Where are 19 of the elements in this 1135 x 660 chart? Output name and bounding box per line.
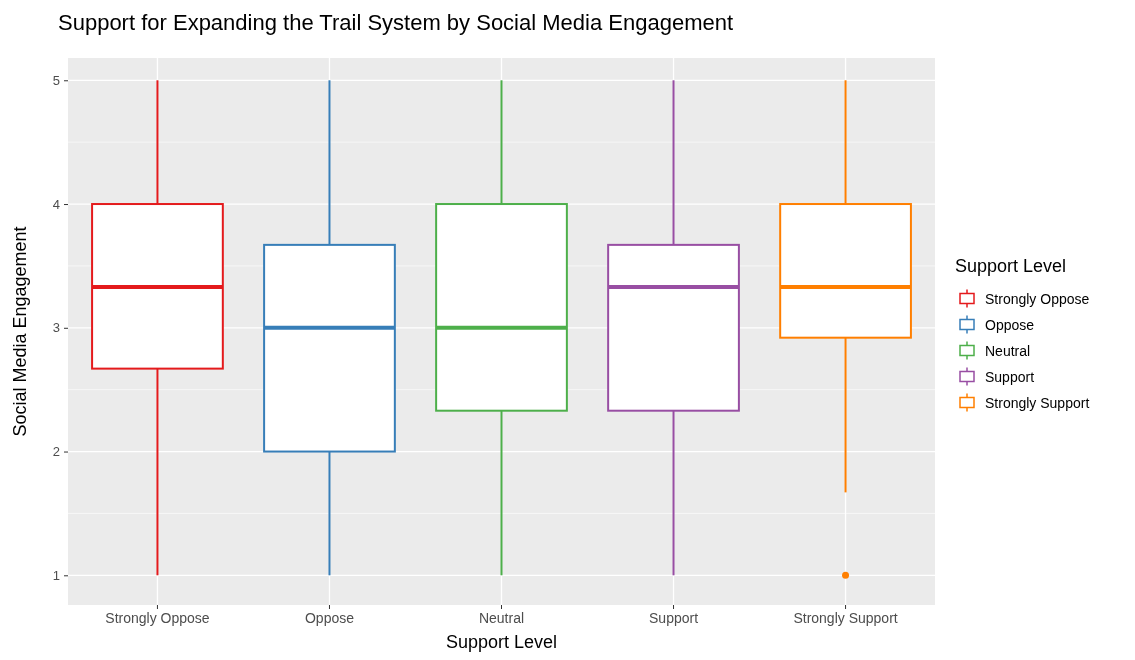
- legend-label: Support: [985, 368, 1035, 385]
- x-axis-title: Support Level: [445, 632, 558, 652]
- y-tick-label: 1: [52, 567, 60, 583]
- x-tick-label: Strongly Oppose: [105, 609, 210, 626]
- x-tick-label: Strongly Support: [793, 609, 898, 626]
- legend-label: Oppose: [985, 316, 1035, 333]
- y-tick-label: 5: [52, 72, 60, 88]
- chart-title: Support for Expanding the Trail System by Social Media Engagement: [58, 10, 734, 35]
- y-axis-title: Social Media Engagement: [10, 226, 30, 437]
- y-tick-label: 2: [52, 444, 60, 460]
- x-tick-label: Support: [649, 609, 699, 626]
- legend-title: Support Level: [955, 255, 1067, 276]
- x-tick-label: Oppose: [304, 609, 355, 626]
- legend-label: Strongly Support: [985, 394, 1090, 411]
- legend-label: Strongly Oppose: [985, 290, 1090, 307]
- legend-label: Neutral: [985, 342, 1031, 359]
- x-tick-label: Neutral: [478, 609, 525, 626]
- y-tick-label: 4: [52, 196, 60, 212]
- y-tick-label: 3: [52, 320, 60, 336]
